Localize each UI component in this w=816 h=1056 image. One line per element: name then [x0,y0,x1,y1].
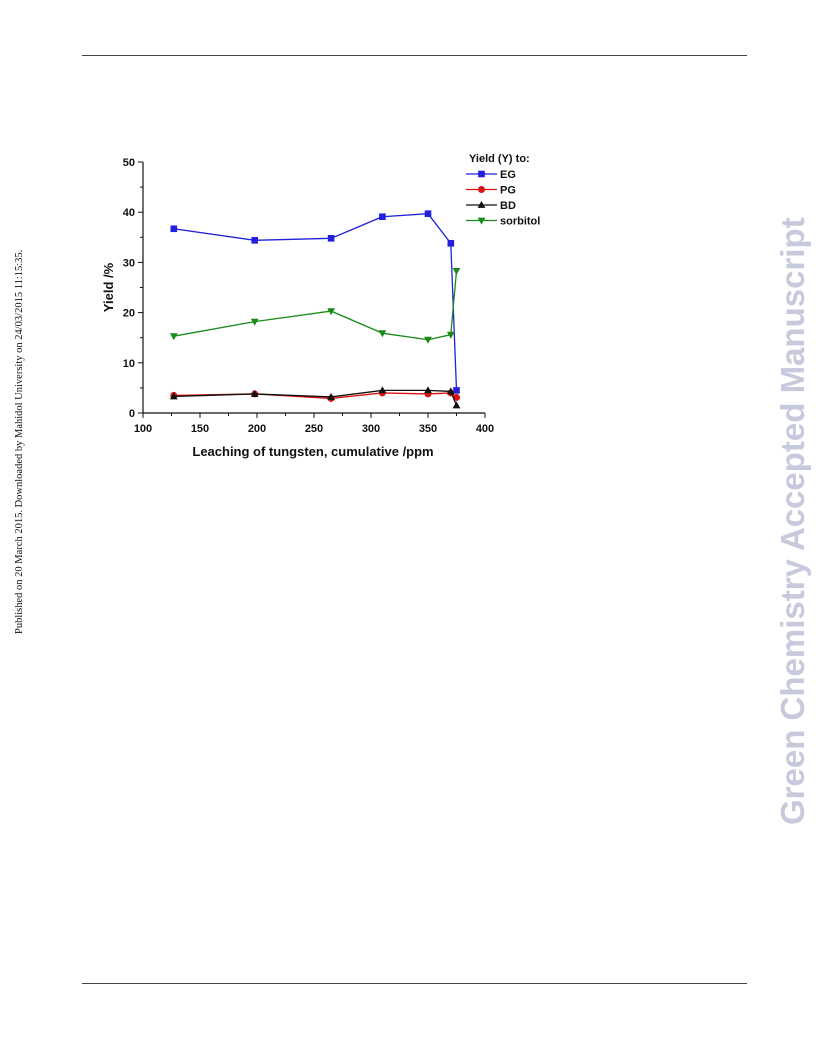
data-point-eg [424,210,432,218]
series-line-eg [173,213,458,391]
data-point-eg [170,225,178,233]
x-tick-label: 300 [362,423,380,435]
data-point-sorbitol [446,331,455,339]
data-point-bd [250,389,259,397]
legend-label-bd: BD [500,200,516,212]
data-point-eg [251,237,259,244]
footer-rule [82,983,747,984]
legend-label-eg: EG [500,169,516,181]
data-point-bd [446,387,455,395]
data-point-sorbitol [327,308,335,316]
legend-marker-bd [477,200,486,208]
data-point-bd [424,386,432,394]
data-point-sorbitol [424,336,432,344]
x-tick-label: 200 [248,423,266,435]
x-tick-label: 400 [476,423,494,435]
x-tick-label: 150 [191,423,209,435]
legend-label-pg: PG [500,185,516,197]
series-line-sorbitol [173,270,458,341]
legend-label-sorbitol: sorbitol [500,216,540,228]
data-point-eg [379,213,386,221]
series-eg [170,210,460,394]
data-point-eg [327,235,335,242]
legend-marker-pg [478,186,485,193]
data-point-bd [378,386,387,394]
data-point-eg [453,387,460,394]
data-point-bd [452,401,461,409]
data-point-sorbitol [378,330,387,338]
x-tick-label: 250 [305,423,323,435]
data-point-bd [169,392,178,400]
y-tick-label: 40 [123,207,135,219]
series-bd [169,386,461,409]
header-rule [82,55,747,56]
y-tick-label: 30 [123,257,135,269]
y-tick-label: 10 [123,358,135,370]
legend-marker-eg [478,170,485,178]
legend: Yield (Y) to: EG PG BD sorbitol [466,153,540,228]
x-tick-label: 350 [419,423,437,435]
data-point-pg [453,393,460,401]
data-point-sorbitol [250,318,259,326]
legend-marker-sorbitol [477,217,486,225]
data-point-sorbitol [169,333,178,341]
y-tick-label: 0 [129,408,135,420]
series-sorbitol [169,268,461,344]
x-axis-title: Leaching of tungsten, cumulative /ppm [192,444,433,459]
data-point-sorbitol [452,268,461,276]
y-tick-label: 50 [123,157,135,169]
y-axis-title: Yield /% [101,262,116,312]
legend-title: Yield (Y) to: [469,153,530,165]
data-point-bd [327,392,335,400]
y-tick-label: 20 [123,308,135,320]
x-tick-label: 100 [134,423,152,435]
data-point-eg [447,240,455,247]
